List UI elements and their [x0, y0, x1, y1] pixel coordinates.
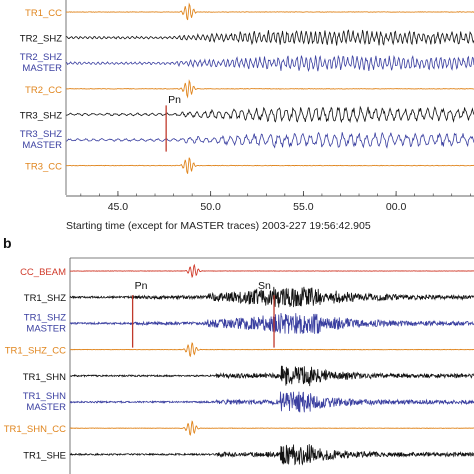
trace-tr1-shn-master [69, 391, 474, 413]
trace-tr3-shz-master [65, 131, 474, 149]
trace-label-tr1-she: TR1_SHE [23, 450, 66, 461]
trace-tr2-cc [65, 79, 474, 99]
trace-cc-beam [69, 263, 474, 279]
trace-label-tr3-shz: TR3_SHZ [20, 110, 62, 121]
trace-label-tr1-shn-master: TR1_SHN MASTER [23, 391, 66, 413]
trace-tr2-shz-master [65, 54, 474, 73]
panel-a-phase-label: Pn [168, 94, 181, 106]
panel-a-x-tick-label: 55.0 [293, 201, 314, 213]
trace-tr1-cc [65, 2, 474, 21]
trace-tr1-shn [69, 365, 474, 387]
trace-label-tr1-shz-master: TR1_SHZ MASTER [24, 312, 66, 334]
trace-tr1-shz [69, 286, 474, 308]
trace-tr1-she [69, 444, 474, 466]
panel-b-phase-label: Pn [135, 280, 148, 292]
trace-label-tr3-shz-master: TR3_SHZ MASTER [20, 129, 62, 151]
trace-tr1-shz-master [69, 313, 474, 334]
trace-label-tr2-shz-master: TR2_SHZ MASTER [20, 52, 62, 74]
trace-tr1-shn-cc [69, 420, 474, 436]
trace-label-tr1-shn: TR1_SHN [23, 372, 66, 383]
trace-label-tr1-shz: TR1_SHZ [24, 293, 66, 304]
trace-label-tr3-cc: TR3_CC [25, 162, 62, 173]
trace-label-tr2-cc: TR2_CC [25, 85, 62, 96]
trace-label-tr1-shz-cc: TR1_SHZ_CC [5, 346, 66, 357]
trace-label-tr2-shz: TR2_SHZ [20, 34, 62, 45]
trace-tr2-shz [65, 29, 474, 46]
panel-a-x-tick-label: 50.0 [200, 201, 221, 213]
trace-label-tr1-cc: TR1_CC [25, 8, 62, 19]
panel-b-phase-label: Sn [258, 280, 271, 292]
panel-a-x-axis-label: Starting time (except for MASTER traces)… [66, 220, 371, 232]
trace-tr3-shz [65, 105, 474, 124]
panel-b-letter: b [3, 235, 12, 251]
panel-a: TR1_CC TR2_SHZ TR2_SHZ MASTER TR2_CC TR3_SHZ T… [20, 0, 474, 232]
trace-tr3-cc [65, 157, 474, 174]
panel-a-x-tick-label: 45.0 [108, 201, 129, 213]
panel-b: CC_BEAM TR1_SHZ TR1_SHZ MASTER TR1_SHZ_CC TR1… [4, 257, 474, 474]
trace-label-tr1-shn-cc: TR1_SHN_CC [4, 424, 66, 435]
trace-tr1-shz-cc [69, 342, 474, 358]
panel-a-x-tick-label: 00.0 [386, 201, 407, 213]
trace-label-cc-beam: CC_BEAM [20, 267, 66, 278]
